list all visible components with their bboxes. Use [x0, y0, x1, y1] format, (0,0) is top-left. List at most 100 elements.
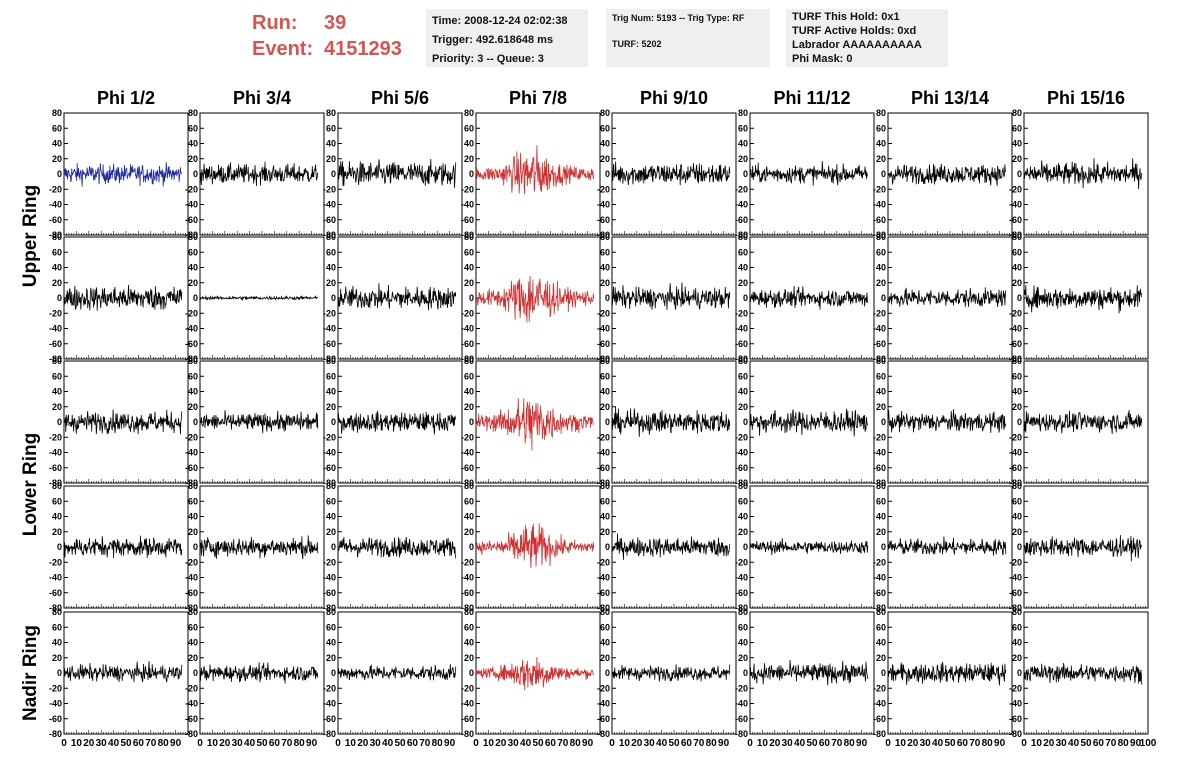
y-tick-label: 0: [469, 169, 474, 179]
y-tick-label: -80: [323, 230, 336, 240]
x-tick-label: 50: [668, 738, 680, 749]
y-tick-label: 60: [188, 496, 198, 506]
y-tick-label: 20: [738, 154, 748, 164]
y-tick-label: -60: [49, 714, 62, 724]
waveform-cell: 80 60 40 20 0 -20 -40 -60 -80: [185, 108, 325, 240]
y-tick-label: 80: [600, 481, 610, 491]
column-title: Phi 5/6: [371, 88, 429, 108]
x-tick-label: 70: [1105, 738, 1117, 749]
waveform-trace: [63, 162, 183, 187]
y-tick-label: 40: [876, 512, 886, 522]
x-tick-label: 40: [932, 738, 944, 749]
y-tick-label: -20: [597, 432, 610, 442]
y-tick-label: -40: [461, 699, 474, 709]
y-tick-label: 80: [188, 232, 198, 242]
y-tick-label: -80: [185, 478, 198, 488]
y-tick-label: 80: [52, 481, 62, 491]
y-tick-label: 40: [600, 387, 610, 397]
y-tick-label: -80: [597, 230, 610, 240]
waveform-trace: [337, 410, 457, 435]
x-tick-label: 90: [994, 738, 1006, 749]
y-tick-label: -80: [461, 230, 474, 240]
y-tick-label: -60: [1009, 588, 1022, 598]
y-tick-label: -20: [597, 557, 610, 567]
y-tick-label: 60: [1012, 123, 1022, 133]
y-tick-label: 0: [57, 169, 62, 179]
y-tick-label: 0: [469, 668, 474, 678]
y-tick-label: -40: [185, 324, 198, 334]
y-tick-label: 40: [600, 263, 610, 273]
waveform-trace: [475, 398, 594, 451]
waveform-cell: 80 60 40 20 0 -20 -40 -60 -80: [49, 356, 189, 488]
waveform-cell: 80 60 40 20 0 -20 -40 -60 -80: [1009, 356, 1149, 488]
waveform-cell: 80 60 40 20 0 -20 -40 -60 -80: [461, 108, 601, 240]
y-tick-label: 60: [188, 247, 198, 257]
y-tick-label: -60: [1009, 714, 1022, 724]
y-tick-label: -40: [1009, 448, 1022, 458]
x-tick-label: 50: [394, 738, 406, 749]
time-text: Time: 2008-12-24 02:02:38: [432, 15, 568, 27]
waveform-cell: 80 60 40 20 0 -20 -40 -60 -80: [873, 232, 1013, 364]
y-tick-label: 60: [52, 247, 62, 257]
y-tick-label: 60: [326, 622, 336, 632]
y-tick-label: -60: [735, 339, 748, 349]
y-tick-label: 20: [1012, 154, 1022, 164]
x-tick-label: 50: [1080, 738, 1092, 749]
x-tick-label: 20: [495, 738, 507, 749]
y-tick-label: -80: [323, 478, 336, 488]
y-tick-label: 80: [464, 108, 474, 118]
y-tick-label: -80: [873, 354, 886, 364]
y-tick-label: 20: [876, 527, 886, 537]
waveform-trace: [200, 662, 319, 684]
waveform-cell: 80 60 40 20 0 -20 -40 -60 -80: [597, 481, 737, 613]
y-tick-label: 80: [600, 356, 610, 366]
x-tick-label: 20: [357, 738, 369, 749]
y-tick-label: 80: [876, 232, 886, 242]
y-tick-label: 40: [464, 139, 474, 149]
y-tick-label: 0: [743, 542, 748, 552]
y-tick-label: 40: [188, 263, 198, 273]
y-tick-label: 0: [193, 293, 198, 303]
run-label: Run:: [252, 12, 298, 34]
y-tick-label: -60: [323, 215, 336, 225]
waveform-cell: 80 60 40 20 0 -20 -40 -60 -80: [597, 607, 737, 739]
waveform-trace: [887, 536, 1007, 556]
y-tick-label: 80: [738, 481, 748, 491]
waveform-cell: 80 60 40 20 0 -20 -40 -60 -80: [1009, 607, 1149, 739]
y-tick-label: 80: [600, 607, 610, 617]
y-tick-label: -80: [49, 729, 62, 739]
y-tick-label: 20: [464, 278, 474, 288]
y-tick-label: 20: [876, 653, 886, 663]
y-tick-label: -80: [873, 729, 886, 739]
y-tick-label: 0: [1017, 417, 1022, 427]
y-tick-label: -60: [461, 588, 474, 598]
y-tick-label: -60: [1009, 463, 1022, 473]
x-tick-label: 0: [885, 738, 891, 749]
y-tick-label: 80: [1012, 607, 1022, 617]
y-tick-label: -40: [185, 448, 198, 458]
y-tick-label: -80: [735, 603, 748, 613]
waveform-trace: [63, 284, 183, 311]
y-tick-label: -80: [735, 354, 748, 364]
x-tick-label: 10: [71, 738, 83, 749]
y-tick-label: 20: [738, 527, 748, 537]
y-tick-label: -80: [49, 354, 62, 364]
y-tick-label: -40: [185, 200, 198, 210]
y-tick-label: 60: [738, 496, 748, 506]
y-tick-label: 60: [600, 247, 610, 257]
y-tick-label: -20: [735, 683, 748, 693]
y-tick-label: 80: [738, 607, 748, 617]
waveform-cell: 80 60 40 20 0 -20 -40 -60 -80: [735, 232, 875, 364]
x-tick-label: 70: [557, 738, 569, 749]
y-tick-label: -40: [1009, 200, 1022, 210]
y-tick-label: -80: [461, 478, 474, 488]
y-tick-label: 20: [188, 527, 198, 537]
y-tick-label: -60: [597, 339, 610, 349]
run-event-info: Run: 39 Event: 4151293: [252, 10, 402, 62]
y-tick-label: 60: [600, 123, 610, 133]
y-tick-label: 20: [188, 278, 198, 288]
y-tick-label: -20: [49, 308, 62, 318]
event-label: Event:: [252, 38, 314, 60]
x-tick-label: 30: [1056, 738, 1068, 749]
time-info-panel: Time: 2008-12-24 02:02:38 Trigger: 492.6…: [426, 9, 588, 67]
